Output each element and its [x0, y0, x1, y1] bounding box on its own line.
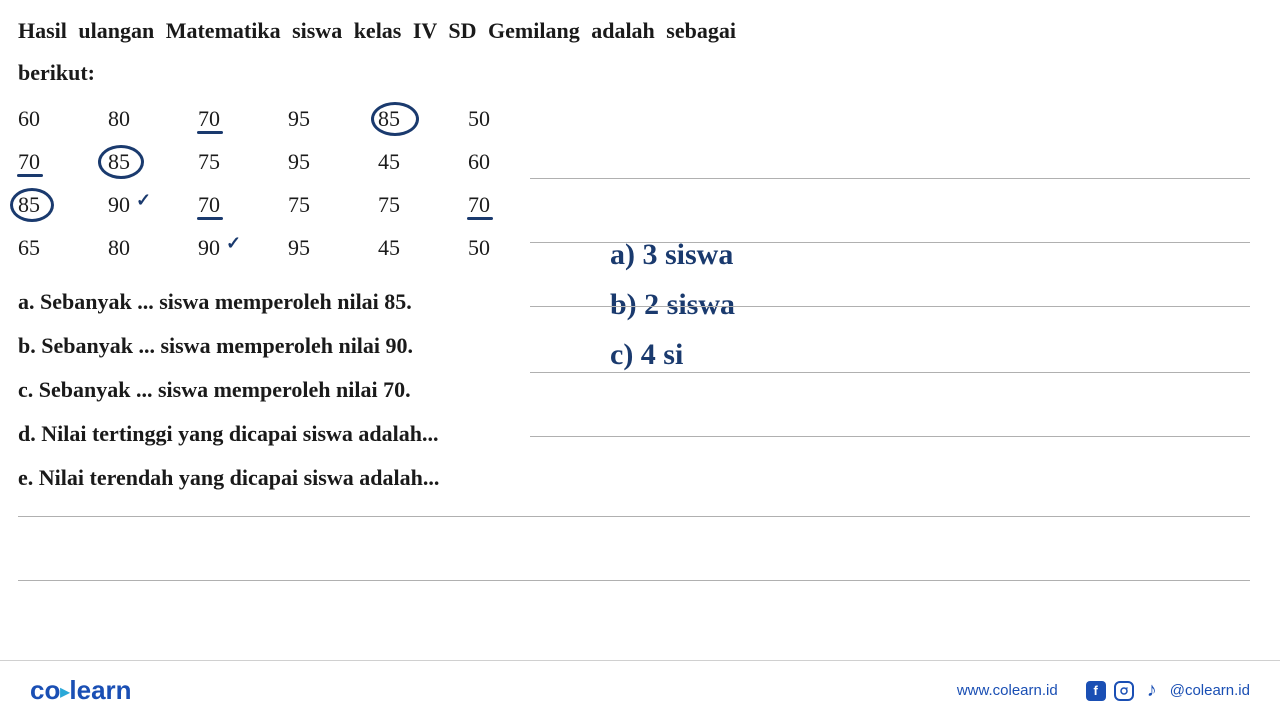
grid-cell: 70 — [198, 192, 288, 218]
grid-cell: 90✓ — [198, 235, 288, 261]
underline-annotation — [467, 217, 493, 220]
grid-cell: 95 — [288, 149, 378, 175]
social-handle: @colearn.id — [1170, 682, 1250, 699]
intro-line-2: berikut: — [18, 60, 95, 85]
grid-cell: 95 — [288, 106, 378, 132]
tiktok-icon: ♪ — [1142, 681, 1162, 701]
grid-cell: 45 — [378, 235, 468, 261]
website-url: www.colearn.id — [957, 682, 1058, 699]
grid-cell: 85 — [18, 192, 108, 218]
handwritten-answer: c) 4 si — [610, 338, 683, 372]
footer-right: www.colearn.id f ♪ @colearn.id — [957, 681, 1250, 701]
circle-annotation — [10, 188, 54, 222]
check-annotation: ✓ — [226, 233, 241, 254]
grid-cell: 75 — [198, 149, 288, 175]
grid-cell: 80 — [108, 106, 198, 132]
grid-row: 608070958550 — [18, 98, 1262, 141]
logo-co: co — [30, 675, 60, 705]
grid-cell: 85 — [378, 106, 468, 132]
grid-cell: 60 — [468, 149, 558, 175]
underline-annotation — [197, 131, 223, 134]
grid-cell: 75 — [378, 192, 468, 218]
grid-cell: 70 — [468, 192, 558, 218]
intro-line-1: Hasil ulangan Matematika siswa kelas IV … — [18, 18, 736, 43]
grid-cell: 80 — [108, 235, 198, 261]
question-c: c. Sebanyak ... siswa memperoleh nilai 7… — [18, 368, 1262, 412]
grid-cell: 95 — [288, 235, 378, 261]
grid-cell: 45 — [378, 149, 468, 175]
facebook-icon: f — [1086, 681, 1106, 701]
handwritten-answer: b) 2 siswa — [610, 288, 735, 322]
logo-learn: learn — [69, 675, 131, 705]
intro-text: Hasil ulangan Matematika siswa kelas IV … — [18, 10, 1262, 94]
ruled-line — [530, 372, 1250, 373]
ruled-line — [530, 436, 1250, 437]
check-annotation: ✓ — [136, 190, 151, 211]
footer: co▸learn www.colearn.id f ♪ @colearn.id — [0, 660, 1280, 720]
question-d: d. Nilai tertinggi yang dicapai siswa ad… — [18, 412, 1262, 456]
underline-annotation — [197, 217, 223, 220]
grid-row: 8590✓70757570 — [18, 184, 1262, 227]
instagram-icon — [1114, 681, 1134, 701]
grid-cell: 70 — [18, 149, 108, 175]
grid-cell: 90✓ — [108, 192, 198, 218]
grid-cell: 65 — [18, 235, 108, 261]
question-e: e. Nilai terendah yang dicapai siswa ada… — [18, 456, 1262, 500]
grid-cell: 75 — [288, 192, 378, 218]
underline-annotation — [17, 174, 43, 177]
logo: co▸learn — [30, 675, 132, 706]
grid-cell: 50 — [468, 106, 558, 132]
ruled-line — [530, 242, 1250, 243]
grid-cell: 85 — [108, 149, 198, 175]
ruled-line — [18, 516, 1250, 517]
circle-annotation — [371, 102, 419, 136]
grid-cell: 60 — [18, 106, 108, 132]
ruled-line — [530, 306, 1250, 307]
ruled-line — [530, 178, 1250, 179]
handwritten-answer: a) 3 siswa — [610, 238, 733, 272]
grid-cell: 50 — [468, 235, 558, 261]
grid-cell: 70 — [198, 106, 288, 132]
ruled-line — [18, 580, 1250, 581]
